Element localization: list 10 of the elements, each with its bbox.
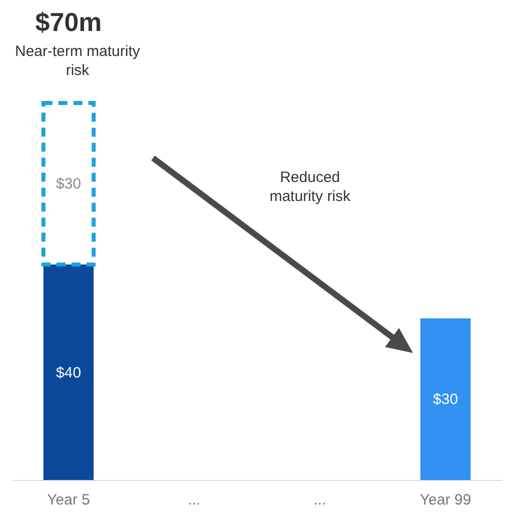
data-label: $30: [432, 391, 458, 408]
x-tick-label: ...: [314, 492, 326, 508]
text: Near-term maturity risk: [14, 42, 142, 80]
total-label: $70m: [35, 6, 102, 37]
data-label: $40: [56, 364, 82, 382]
x-tick-label: Year 5: [47, 492, 90, 508]
data-label: $30: [56, 176, 82, 193]
annotation: Reduced maturity risk: [268, 168, 352, 206]
x-tick-label: Year 99: [420, 492, 472, 508]
x-tick-label: ...: [188, 492, 200, 508]
